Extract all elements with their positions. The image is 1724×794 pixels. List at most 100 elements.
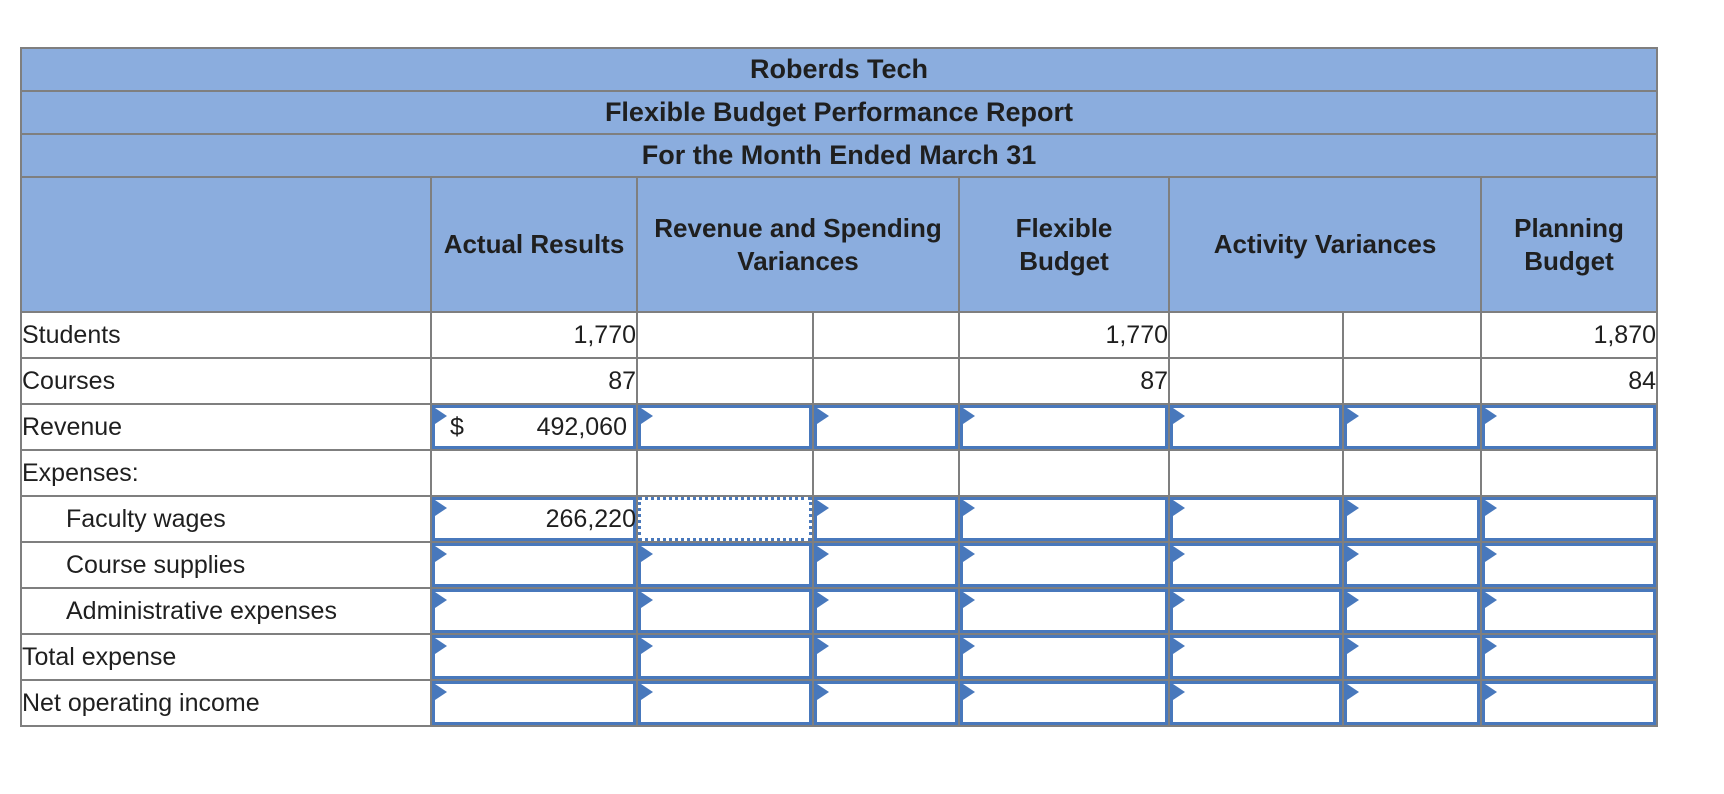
revenue-av-fu-input[interactable] [1342,403,1482,451]
company-name: Roberds Tech [20,47,1658,92]
total-expense-rsv-fu-input[interactable] [812,633,960,681]
course-supplies-planning-input[interactable] [1480,541,1658,589]
input-marker-icon [435,408,447,424]
row-courses: Courses 87 87 84 [20,357,1658,405]
input-marker-icon [817,638,829,654]
input-marker-icon [963,638,975,654]
input-marker-icon [1173,638,1185,654]
input-marker-icon [435,592,447,608]
expenses-flexible-cell [958,449,1170,497]
input-marker-icon [1347,500,1359,516]
flexible-budget-performance-table: Roberds Tech Flexible Budget Performance… [20,47,1658,727]
course-supplies-flexible-input[interactable] [958,541,1170,589]
courses-planning-value: 84 [1480,357,1658,405]
administrative-expenses-av-fu-input[interactable] [1342,587,1482,635]
total-expense-actual-input[interactable] [430,633,638,681]
faculty-wages-rsv-fu-input[interactable] [812,495,960,543]
students-rsv-amount-cell [636,311,814,359]
header-activity-variances: Activity Variances [1168,176,1482,313]
header-planning-budget: Planning Budget [1480,176,1658,313]
faculty-wages-av-amount-input[interactable] [1168,495,1344,543]
input-marker-icon [817,408,829,424]
course-supplies-rsv-amount-input[interactable] [636,541,814,589]
input-marker-icon [1485,638,1497,654]
courses-actual-value: 87 [430,357,638,405]
expenses-av-amount-cell [1168,449,1344,497]
course-supplies-av-fu-input[interactable] [1342,541,1482,589]
courses-av-amount-cell [1168,357,1344,405]
row-administrative-expenses: Administrative expenses [20,587,1658,635]
column-header-row: Actual Results Revenue and Spending Vari… [20,176,1658,313]
administrative-expenses-rsv-fu-input[interactable] [812,587,960,635]
faculty-wages-planning-input[interactable] [1480,495,1658,543]
administrative-expenses-av-amount-input[interactable] [1168,587,1344,635]
net-operating-income-av-fu-input[interactable] [1342,679,1482,727]
revenue-planning-input[interactable] [1480,403,1658,451]
faculty-wages-label: Faculty wages [20,495,432,543]
courses-label: Courses [20,357,432,405]
administrative-expenses-planning-input[interactable] [1480,587,1658,635]
administrative-expenses-flexible-input[interactable] [958,587,1170,635]
revenue-actual-value: 492,060 [536,412,627,441]
total-expense-av-amount-input[interactable] [1168,633,1344,681]
net-operating-income-rsv-amount-input[interactable] [636,679,814,727]
input-marker-icon [963,408,975,424]
input-marker-icon [1173,684,1185,700]
faculty-wages-rsv-amount-input-selected[interactable] [636,495,814,543]
net-operating-income-planning-input[interactable] [1480,679,1658,727]
header-blank [20,176,432,313]
net-operating-income-flexible-input[interactable] [958,679,1170,727]
input-marker-icon [641,638,653,654]
total-expense-flexible-input[interactable] [958,633,1170,681]
students-label: Students [20,311,432,359]
net-operating-income-av-amount-input[interactable] [1168,679,1344,727]
administrative-expenses-actual-input[interactable] [430,587,638,635]
revenue-actual-input[interactable]: $ 492,060 [430,403,638,451]
input-marker-icon [817,592,829,608]
header-actual-results: Actual Results [430,176,638,313]
net-operating-income-actual-input[interactable] [430,679,638,727]
net-operating-income-rsv-fu-input[interactable] [812,679,960,727]
students-av-amount-cell [1168,311,1344,359]
course-supplies-actual-input[interactable] [430,541,638,589]
administrative-expenses-label: Administrative expenses [20,587,432,635]
input-marker-icon [963,500,975,516]
input-marker-icon [817,684,829,700]
input-marker-icon [1347,408,1359,424]
faculty-wages-actual-value: 266,220 [545,504,636,533]
net-operating-income-label: Net operating income [20,679,432,727]
title-row-period: For the Month Ended March 31 [20,133,1658,178]
expenses-rsv-amount-cell [636,449,814,497]
faculty-wages-av-fu-input[interactable] [1342,495,1482,543]
input-marker-icon [1347,546,1359,562]
row-total-expense: Total expense [20,633,1658,681]
input-marker-icon [1485,592,1497,608]
faculty-wages-actual-input[interactable]: 266,220 [430,495,638,543]
input-marker-icon [435,546,447,562]
row-net-operating-income: Net operating income [20,679,1658,727]
courses-rsv-fu-cell [812,357,960,405]
total-expense-av-fu-input[interactable] [1342,633,1482,681]
revenue-label: Revenue [20,403,432,451]
report-title: Flexible Budget Performance Report [20,90,1658,135]
row-revenue: Revenue $ 492,060 [20,403,1658,451]
report-period: For the Month Ended March 31 [20,133,1658,178]
course-supplies-av-amount-input[interactable] [1168,541,1344,589]
input-marker-icon [1173,592,1185,608]
expenses-label: Expenses: [20,449,432,497]
course-supplies-rsv-fu-input[interactable] [812,541,960,589]
input-marker-icon [1485,500,1497,516]
input-marker-icon [1173,546,1185,562]
currency-symbol: $ [450,412,464,441]
revenue-av-amount-input[interactable] [1168,403,1344,451]
revenue-flexible-input[interactable] [958,403,1170,451]
total-expense-rsv-amount-input[interactable] [636,633,814,681]
title-row-report: Flexible Budget Performance Report [20,90,1658,135]
administrative-expenses-rsv-amount-input[interactable] [636,587,814,635]
total-expense-planning-input[interactable] [1480,633,1658,681]
revenue-rsv-fu-input[interactable] [812,403,960,451]
faculty-wages-flexible-input[interactable] [958,495,1170,543]
students-actual-value: 1,770 [430,311,638,359]
input-marker-icon [641,408,653,424]
revenue-rsv-amount-input[interactable] [636,403,814,451]
